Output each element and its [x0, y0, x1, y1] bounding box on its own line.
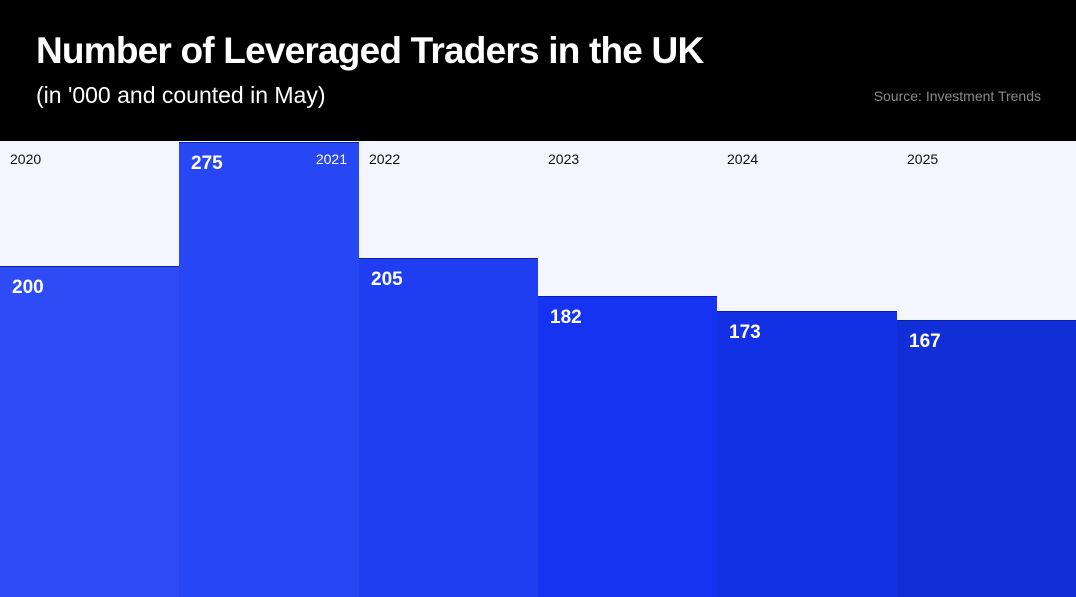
plot-area: 2020 200 2021 275 2022 205 2023 182 2024 173 2025 1…	[0, 141, 1076, 597]
data-label: 173	[729, 321, 761, 343]
data-label: 275	[191, 153, 223, 175]
x-tick-label: 2022	[369, 151, 401, 167]
bar-2021	[179, 142, 359, 597]
bar-2022	[359, 257, 538, 597]
source-note: Source: Investment Trends	[873, 88, 1041, 104]
bar-2024	[717, 310, 897, 597]
bar-2023	[538, 295, 717, 597]
chart-subtitle: (in '000 and counted in May)	[36, 82, 326, 108]
chart-title: Number of Leveraged Traders in the UK	[36, 30, 704, 71]
x-tick-label: 2024	[727, 151, 759, 167]
chart-header: Number of Leveraged Traders in the UK (i…	[0, 0, 1076, 141]
x-tick-label: 2023	[548, 151, 580, 167]
x-tick-label: 2021	[315, 151, 347, 167]
data-label: 200	[12, 277, 44, 298]
bar-2025	[897, 320, 1076, 597]
data-label: 167	[909, 331, 941, 353]
bar-2020	[0, 266, 179, 597]
x-tick-label: 2025	[907, 151, 939, 167]
x-tick-label: 2020	[10, 151, 42, 167]
data-label: 182	[550, 306, 582, 328]
data-label: 205	[371, 268, 403, 290]
